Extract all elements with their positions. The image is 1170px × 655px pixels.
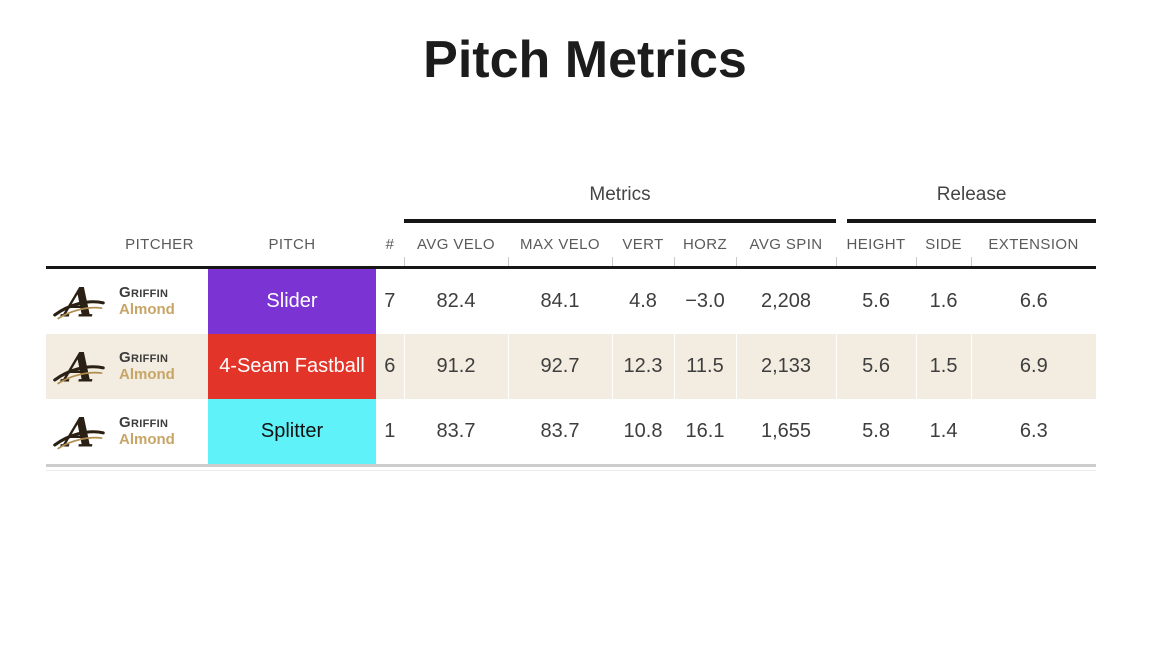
release-side-cell: 1.4: [915, 399, 972, 467]
table-bottom-divider: [46, 470, 1096, 471]
avg-spin-cell: 1,655: [735, 399, 837, 467]
pitch-type-cell: 4-Seam Fastball: [208, 334, 376, 399]
release-group-label: Release: [847, 178, 1097, 223]
metrics-group-label: Metrics: [404, 178, 837, 223]
group-header-spacer: [46, 178, 404, 223]
group-header-metrics: Metrics: [404, 178, 837, 223]
max-velo-cell: 84.1: [507, 267, 612, 334]
column-header-max-velo: MAX VELO: [508, 223, 612, 269]
team-logo-cell: A: [46, 268, 111, 335]
release-height-cell: 5.6: [835, 267, 917, 334]
column-header-extension: EXTENSION: [971, 223, 1097, 269]
avg-velo-cell: 82.4: [403, 267, 508, 334]
max-velo-cell: 92.7: [507, 334, 612, 399]
column-header-height: HEIGHT: [836, 223, 917, 269]
pitcher-last-name: Almond: [119, 366, 175, 383]
pitch-count-cell: 6: [376, 334, 404, 399]
horz-cell: 11.5: [673, 334, 736, 399]
avg-spin-cell: 2,133: [735, 334, 837, 399]
pitcher-last-name: Almond: [119, 301, 175, 318]
column-header-avg-spin: AVG SPIN: [736, 223, 837, 269]
column-header-side: SIDE: [916, 223, 972, 269]
avg-velo-cell: 91.2: [403, 334, 508, 399]
column-header-vert: VERT: [612, 223, 674, 269]
pitcher-first-name: Griffin: [119, 349, 169, 366]
vert-cell: 4.8: [611, 267, 674, 334]
pitcher-first-name: Griffin: [119, 284, 169, 301]
group-header-row: Metrics Release: [46, 178, 1097, 223]
pitch-type-cell: Slider: [208, 267, 376, 334]
table-row-splitter: A Griffin Almond Splitter 1 83.7 83.7 10…: [46, 399, 1097, 467]
release-extension-cell: 6.6: [970, 267, 1097, 334]
table-row-slider: A Griffin Almond Slider 7 82.4 84.1 4.8 …: [46, 267, 1097, 335]
team-logo-icon: A: [46, 345, 111, 389]
vert-cell: 12.3: [611, 334, 674, 399]
page-title: Pitch Metrics: [423, 31, 747, 89]
release-extension-cell: 6.9: [970, 334, 1097, 399]
metrics-table: Metrics Release PITCHER PITCH # AVG VELO…: [46, 178, 1097, 467]
pitch-count-cell: 7: [384, 290, 396, 312]
team-logo-icon: A: [46, 410, 111, 454]
avg-spin-cell: 2,208: [735, 267, 837, 334]
horz-cell: −3.0: [673, 267, 736, 334]
pitcher-first-name: Griffin: [119, 414, 169, 431]
horz-cell: 16.1: [673, 399, 736, 467]
team-logo-cell: A: [46, 334, 111, 399]
pitcher-last-name: Almond: [119, 431, 175, 448]
column-header-horz: HORZ: [674, 223, 736, 269]
team-logo-icon: A: [46, 280, 111, 324]
column-header-count: #: [376, 223, 404, 269]
column-header-row: PITCHER PITCH # AVG VELO MAX VELO VERT H…: [46, 223, 1097, 269]
column-header-pitch: PITCH: [208, 223, 376, 269]
pitcher-cell: Griffin Almond: [111, 334, 208, 399]
max-velo-cell: 83.7: [507, 399, 612, 467]
column-header-logo-spacer: [46, 223, 111, 269]
release-height-cell: 5.6: [835, 334, 917, 399]
release-side-cell: 1.5: [915, 334, 972, 399]
table-row-fastball: A Griffin Almond 4-Seam Fastball 6 91.2 …: [46, 334, 1097, 399]
avg-velo-cell: 83.7: [403, 399, 508, 467]
pitcher-cell: Griffin Almond: [111, 399, 208, 467]
column-header-avg-velo: AVG VELO: [404, 223, 508, 269]
pitch-count-cell: 1: [376, 399, 404, 467]
group-header-release: Release: [836, 178, 1097, 223]
release-height-cell: 5.8: [835, 399, 917, 467]
pitch-type-cell: Splitter: [208, 399, 376, 467]
release-extension-cell: 6.3: [970, 399, 1097, 467]
pitcher-cell: Griffin Almond: [111, 268, 208, 335]
team-logo-cell: A: [46, 399, 111, 467]
vert-cell: 10.8: [611, 399, 674, 467]
release-side-cell: 1.6: [915, 267, 972, 334]
column-header-pitcher: PITCHER: [111, 223, 208, 269]
pitch-metrics-table: Metrics Release PITCHER PITCH # AVG VELO…: [46, 178, 1097, 471]
